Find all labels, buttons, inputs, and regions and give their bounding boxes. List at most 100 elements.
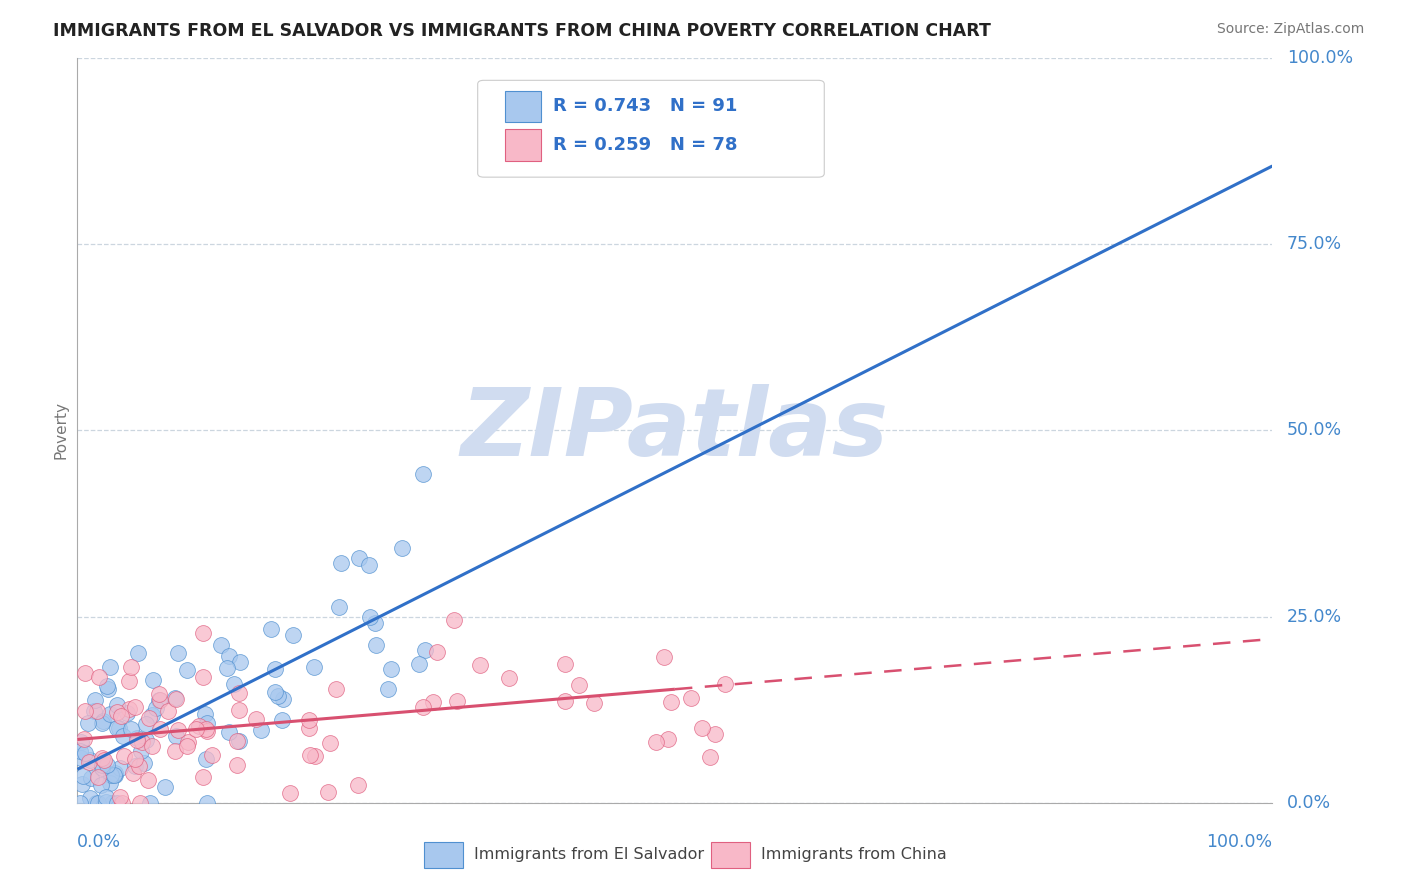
Point (328, 600, 350, 615)
Point (228, 703, 250, 717)
Point (148, 693, 170, 707)
Point (124, 758, 146, 772)
Point (83, 693, 105, 707)
Point (101, 796, 124, 810)
Point (218, 724, 240, 739)
Point (115, 706, 138, 721)
Point (176, 739, 198, 753)
Point (79, 753, 101, 767)
Point (120, 722, 142, 736)
Point (426, 645, 449, 659)
Point (679, 690, 702, 705)
Point (645, 735, 668, 749)
Point (127, 733, 149, 747)
Point (149, 693, 172, 707)
Point (128, 796, 150, 810)
Point (191, 770, 214, 784)
Point (263, 684, 285, 698)
Point (298, 721, 321, 735)
Point (184, 722, 207, 736)
Bar (505, 129, 541, 161)
Text: Immigrants from El Salvador: Immigrants from El Salvador (474, 847, 704, 862)
Point (84, 796, 107, 810)
Point (100, 768, 122, 782)
Point (138, 710, 160, 724)
Point (70, 735, 93, 749)
Text: R = 0.259   N = 78: R = 0.259 N = 78 (553, 136, 738, 154)
Point (229, 656, 252, 670)
Point (111, 796, 134, 810)
Text: 0.0%: 0.0% (1286, 794, 1331, 812)
Point (86, 704, 108, 718)
Point (108, 761, 131, 775)
Point (90, 778, 112, 792)
Point (347, 551, 370, 566)
Point (703, 726, 725, 740)
Point (209, 638, 232, 652)
Point (77, 715, 100, 730)
Bar (711, 841, 751, 868)
Point (128, 759, 150, 773)
Y-axis label: Poverty: Poverty (53, 401, 69, 459)
Point (201, 748, 224, 763)
Point (163, 744, 186, 758)
Point (188, 719, 211, 733)
Point (86, 796, 108, 810)
Point (380, 662, 402, 676)
Point (302, 660, 325, 674)
Point (122, 766, 145, 780)
Point (91, 757, 114, 772)
Point (80, 771, 103, 785)
Point (75, 665, 97, 680)
Point (222, 677, 245, 691)
Point (112, 749, 135, 764)
Point (167, 723, 190, 737)
Text: Source: ZipAtlas.com: Source: ZipAtlas.com (1216, 22, 1364, 37)
Point (165, 692, 187, 706)
Point (194, 707, 217, 722)
Point (364, 616, 387, 631)
Point (90, 716, 112, 731)
Point (226, 734, 249, 748)
Point (195, 796, 218, 810)
Point (73, 704, 96, 718)
Point (108, 721, 131, 735)
Text: ZIPatlas: ZIPatlas (461, 384, 889, 476)
Text: IMMIGRANTS FROM EL SALVADOR VS IMMIGRANTS FROM CHINA POVERTY CORRELATION CHART: IMMIGRANTS FROM EL SALVADOR VS IMMIGRANT… (53, 22, 991, 40)
Text: Immigrants from China: Immigrants from China (761, 847, 946, 862)
Point (316, 785, 339, 799)
Point (582, 696, 605, 710)
Point (127, 646, 149, 660)
Point (135, 732, 157, 747)
Point (228, 686, 250, 700)
Point (283, 628, 305, 642)
Point (104, 766, 127, 780)
Point (215, 661, 238, 675)
Point (96, 789, 118, 804)
Point (96, 679, 118, 693)
Point (72, 768, 94, 782)
Point (260, 622, 283, 636)
Point (141, 739, 163, 754)
Point (87, 670, 110, 684)
Point (98, 707, 121, 722)
Point (176, 664, 198, 678)
Point (195, 716, 218, 731)
Point (98, 776, 121, 790)
Point (73, 732, 96, 747)
Point (470, 658, 492, 673)
Point (271, 691, 294, 706)
Point (659, 695, 682, 709)
Point (165, 691, 187, 706)
Point (105, 698, 128, 712)
Point (70, 751, 93, 765)
Point (94, 795, 117, 809)
Point (120, 659, 142, 673)
Point (77, 756, 100, 770)
Point (124, 752, 146, 766)
Point (73, 746, 96, 760)
Point (108, 790, 131, 805)
Point (69, 796, 91, 810)
Point (245, 712, 267, 726)
FancyBboxPatch shape (478, 80, 824, 178)
